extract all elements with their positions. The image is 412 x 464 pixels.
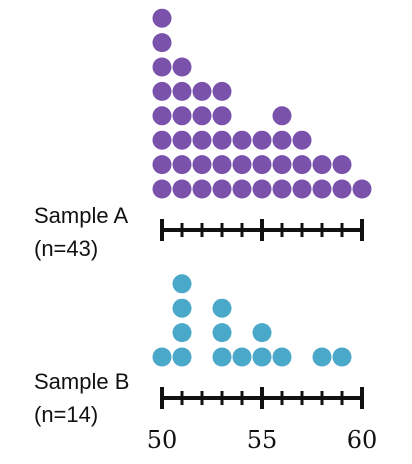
sample-b-dot-51-4 — [172, 274, 192, 294]
x-tick-labels: 50 55 60 — [147, 426, 378, 454]
sample-b-dot-53-1 — [212, 347, 232, 367]
sample-b-dot-55-2 — [252, 323, 272, 343]
sample-a-dot-55-3 — [252, 130, 272, 150]
sample-a-dot-52-1 — [192, 179, 212, 199]
sample-a-dot-51-5 — [172, 81, 192, 101]
sample-b-axis — [160, 387, 364, 409]
sample-a-dot-57-2 — [292, 155, 312, 175]
x-tick-label-50: 50 — [147, 426, 178, 454]
sample-a-dot-52-4 — [192, 106, 212, 126]
sample-a-dot-53-3 — [212, 130, 232, 150]
sample-a-dot-50-3 — [152, 130, 172, 150]
sample-a-dot-59-2 — [332, 155, 352, 175]
sample-a-dot-50-2 — [152, 155, 172, 175]
sample-b-dot-50-1 — [152, 347, 172, 367]
x-tick-label-60: 60 — [347, 426, 378, 454]
sample-b-dot-53-3 — [212, 298, 232, 318]
sample-a-dot-50-6 — [152, 57, 172, 77]
sample-b-name: Sample B — [34, 369, 129, 394]
sample-a-dot-51-6 — [172, 57, 192, 77]
sample-a-dot-50-4 — [152, 106, 172, 126]
sample-a-dot-50-7 — [152, 33, 172, 53]
sample-b-dot-51-2 — [172, 323, 192, 343]
sample-a-dot-53-5 — [212, 81, 232, 101]
sample-a-dot-52-2 — [192, 155, 212, 175]
sample-a-dot-56-1 — [272, 179, 292, 199]
sample-a-dot-57-1 — [292, 179, 312, 199]
sample-a-count: (n=43) — [34, 236, 98, 261]
sample-b-group: Sample B (n=14) — [34, 274, 364, 427]
sample-a-dot-58-1 — [312, 179, 332, 199]
sample-a-dot-53-1 — [212, 179, 232, 199]
sample-a-dot-56-4 — [272, 106, 292, 126]
sample-b-dot-51-3 — [172, 298, 192, 318]
sample-a-axis — [160, 219, 364, 241]
sample-a-dot-52-5 — [192, 81, 212, 101]
sample-a-dot-57-3 — [292, 130, 312, 150]
sample-a-dot-56-3 — [272, 130, 292, 150]
sample-a-name: Sample A — [34, 203, 128, 228]
sample-a-dot-56-2 — [272, 155, 292, 175]
sample-a-dot-50-1 — [152, 179, 172, 199]
sample-a-dot-51-3 — [172, 130, 192, 150]
sample-b-dot-58-1 — [312, 347, 332, 367]
sample-a-dot-54-3 — [232, 130, 252, 150]
sample-b-dot-54-1 — [232, 347, 252, 367]
sample-b-dot-55-1 — [252, 347, 272, 367]
sample-a-dots — [152, 8, 372, 199]
sample-a-dot-51-1 — [172, 179, 192, 199]
sample-b-dots — [152, 274, 352, 367]
sample-b-dot-56-1 — [272, 347, 292, 367]
sample-a-dot-55-1 — [252, 179, 272, 199]
sample-a-dot-51-4 — [172, 106, 192, 126]
sample-a-dot-50-5 — [152, 81, 172, 101]
sample-a-dot-58-2 — [312, 155, 332, 175]
sample-a-group: Sample A (n=43) — [34, 8, 372, 261]
sample-b-dot-59-1 — [332, 347, 352, 367]
sample-a-dot-54-1 — [232, 179, 252, 199]
x-tick-label-55: 55 — [247, 426, 278, 454]
sample-a-dot-53-4 — [212, 106, 232, 126]
sample-a-dot-53-2 — [212, 155, 232, 175]
sample-a-dot-50-8 — [152, 8, 172, 28]
sample-b-dot-53-2 — [212, 323, 232, 343]
sample-a-dot-60-1 — [352, 179, 372, 199]
sample-a-dot-51-2 — [172, 155, 192, 175]
sample-a-dot-55-2 — [252, 155, 272, 175]
sample-b-dot-51-1 — [172, 347, 192, 367]
sample-a-dot-54-2 — [232, 155, 252, 175]
sample-b-count: (n=14) — [34, 402, 98, 427]
sample-a-dot-59-1 — [332, 179, 352, 199]
sample-a-dot-52-3 — [192, 130, 212, 150]
